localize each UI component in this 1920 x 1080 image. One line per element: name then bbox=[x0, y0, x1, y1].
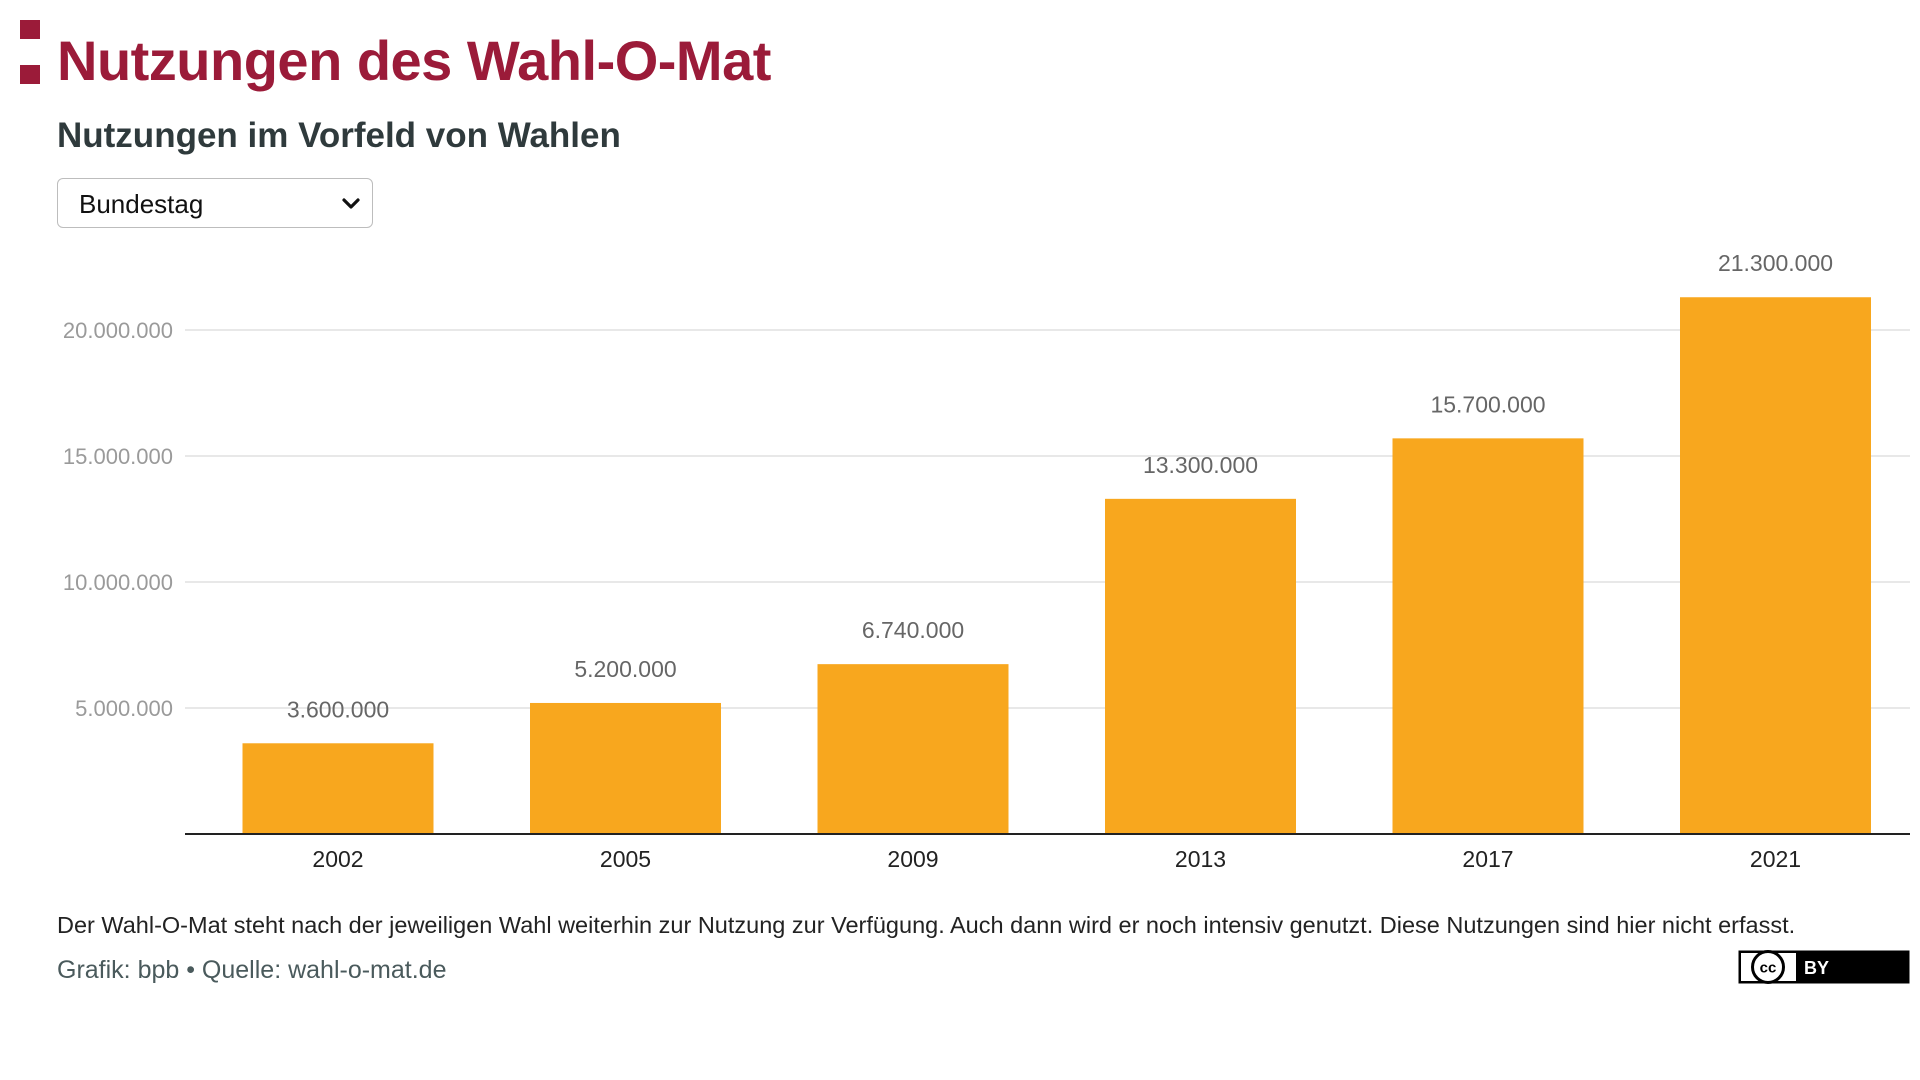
y-tick-label: 15.000.000 bbox=[63, 444, 173, 469]
election-type-select[interactable]: Bundestag bbox=[57, 178, 373, 228]
data-label: 15.700.000 bbox=[1430, 391, 1545, 417]
cc-by-license-icon[interactable]: cc BY bbox=[1738, 950, 1910, 984]
election-type-selected-value: Bundestag bbox=[79, 189, 204, 219]
y-tick-label: 20.000.000 bbox=[63, 318, 173, 343]
bar-2005 bbox=[530, 702, 721, 834]
cc-icon-text: cc bbox=[1760, 960, 1777, 977]
data-label: 3.600.000 bbox=[287, 696, 389, 722]
bar-2013 bbox=[1105, 498, 1296, 834]
x-tick-label: 2017 bbox=[1462, 846, 1513, 872]
brand-square-bottom bbox=[20, 65, 40, 84]
brand-square-top bbox=[20, 20, 40, 39]
x-tick-label: 2002 bbox=[312, 846, 363, 872]
x-tick-label: 2013 bbox=[1175, 846, 1226, 872]
chart-subtitle: Nutzungen im Vorfeld von Wahlen bbox=[57, 116, 621, 155]
data-label: 5.200.000 bbox=[574, 656, 676, 682]
data-label: 13.300.000 bbox=[1143, 452, 1258, 478]
bar-2021 bbox=[1680, 297, 1871, 834]
x-tick-label: 2021 bbox=[1750, 846, 1801, 872]
y-tick-label: 10.000.000 bbox=[63, 570, 173, 595]
y-tick-label: 5.000.000 bbox=[75, 696, 173, 721]
data-label: 21.300.000 bbox=[1718, 250, 1833, 276]
by-icon-text: BY bbox=[1804, 958, 1829, 978]
bar-2009 bbox=[817, 664, 1009, 834]
bar-2017 bbox=[1392, 438, 1584, 834]
page-title: Nutzungen des Wahl-O-Mat bbox=[57, 29, 771, 92]
bar-chart: 5.000.000 10.000.000 15.000.000 20.000.000 3… bbox=[63, 250, 1910, 872]
x-tick-label: 2009 bbox=[887, 846, 938, 872]
bar-2002 bbox=[242, 743, 434, 834]
brand-logo bbox=[20, 20, 40, 85]
chevron-down-icon bbox=[342, 198, 360, 209]
footnote: Der Wahl-O-Mat steht nach der jeweiligen… bbox=[57, 912, 1796, 938]
data-label: 6.740.000 bbox=[862, 617, 964, 643]
x-tick-label: 2005 bbox=[600, 846, 651, 872]
source-line: Grafik: bpb • Quelle: wahl-o-mat.de bbox=[57, 956, 447, 984]
